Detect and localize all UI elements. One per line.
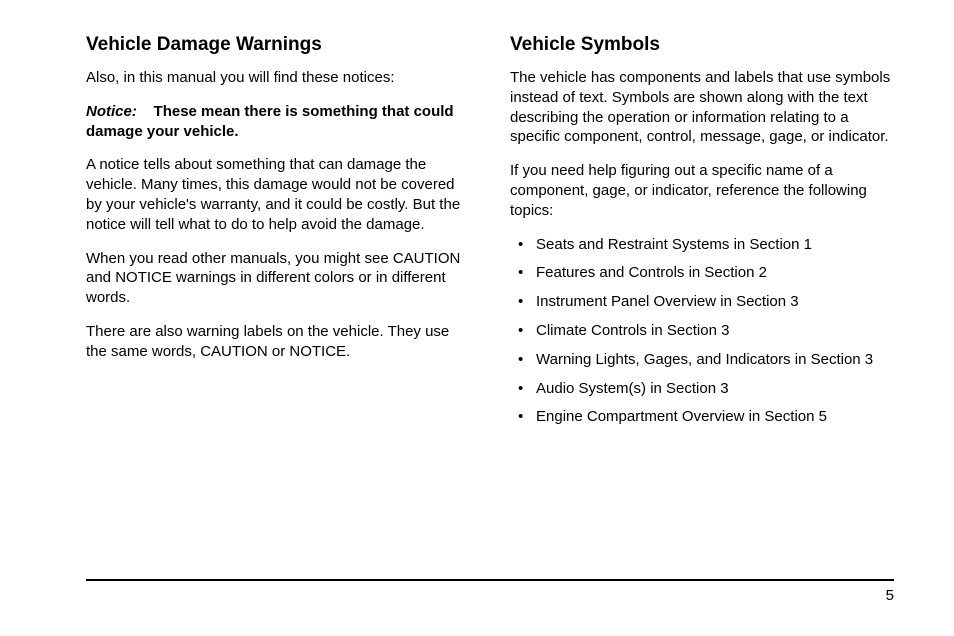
page-footer: 5 (86, 579, 894, 604)
notice-label: Notice: (86, 103, 137, 120)
list-item: Engine Compartment Overview in Section 5 (510, 407, 894, 427)
topics-list: Seats and Restraint Systems in Section 1… (510, 235, 894, 428)
footer-rule (86, 579, 894, 581)
list-item: Instrument Panel Overview in Section 3 (510, 292, 894, 312)
list-item: Warning Lights, Gages, and Indicators in… (510, 350, 894, 370)
left-p3: When you read other manuals, you might s… (86, 249, 470, 308)
page-content: Vehicle Damage Warnings Also, in this ma… (0, 0, 954, 436)
list-item: Audio System(s) in Section 3 (510, 379, 894, 399)
right-p2: If you need help figuring out a specific… (510, 161, 894, 220)
left-p1: Also, in this manual you will find these… (86, 68, 470, 88)
list-item: Features and Controls in Section 2 (510, 263, 894, 283)
left-column: Vehicle Damage Warnings Also, in this ma… (86, 34, 470, 436)
notice-line: Notice: These mean there is something th… (86, 102, 470, 142)
left-p4: There are also warning labels on the veh… (86, 322, 470, 362)
right-heading: Vehicle Symbols (510, 34, 894, 56)
right-p1: The vehicle has components and labels th… (510, 68, 894, 147)
left-p2: A notice tells about something that can … (86, 155, 470, 234)
list-item: Seats and Restraint Systems in Section 1 (510, 235, 894, 255)
right-column: Vehicle Symbols The vehicle has componen… (510, 34, 894, 436)
left-heading: Vehicle Damage Warnings (86, 34, 470, 56)
list-item: Climate Controls in Section 3 (510, 321, 894, 341)
page-number: 5 (86, 587, 894, 604)
